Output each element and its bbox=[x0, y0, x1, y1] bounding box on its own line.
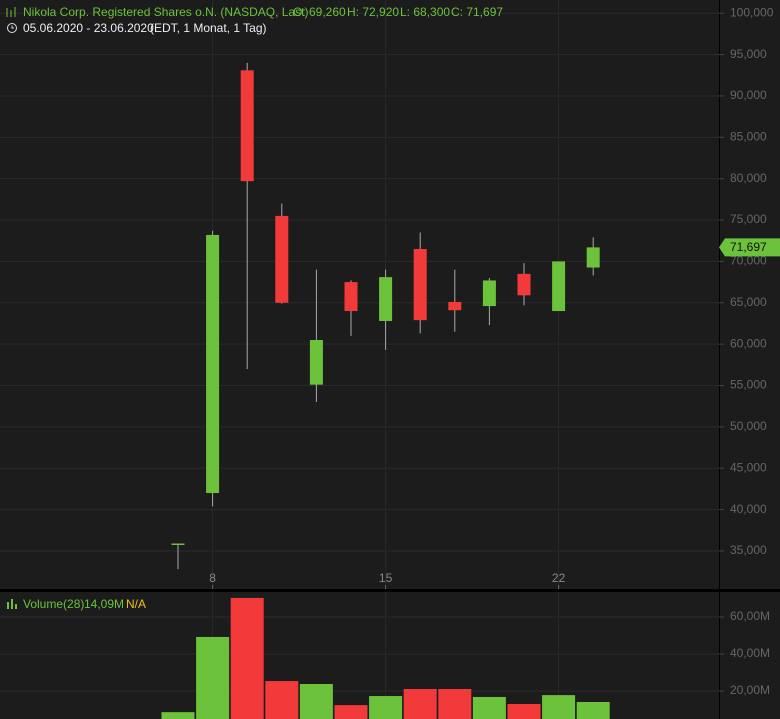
y-tick-label: 100,000 bbox=[730, 5, 774, 19]
volume-bar bbox=[334, 705, 368, 719]
candle-body bbox=[552, 261, 566, 312]
volume-note: N/A bbox=[126, 597, 146, 611]
y-tick-label: 85,000 bbox=[730, 129, 767, 143]
x-tick-label: 15 bbox=[379, 571, 393, 585]
volume-bar bbox=[576, 701, 610, 719]
volume-bar bbox=[472, 696, 506, 719]
candle-body bbox=[517, 273, 531, 296]
y-tick-label: 40,000 bbox=[730, 502, 767, 516]
volume-title: Volume(28) bbox=[23, 597, 84, 611]
x-tick-label: 8 bbox=[209, 571, 216, 585]
candle-body bbox=[448, 301, 462, 311]
clock-icon bbox=[7, 23, 17, 33]
panel-separator bbox=[0, 589, 780, 592]
volume-last: 14,09M bbox=[84, 597, 124, 611]
candle-body bbox=[206, 234, 220, 494]
chart-title: Nikola Corp. Registered Shares o.N. (NAS… bbox=[23, 5, 308, 19]
volume-bar bbox=[196, 636, 230, 719]
volume-bar bbox=[369, 696, 403, 719]
y-tick-label: 60,000 bbox=[730, 336, 767, 350]
y-tick-label: 60,00M bbox=[730, 609, 770, 623]
header: Nikola Corp. Registered Shares o.N. (NAS… bbox=[6, 5, 503, 611]
candle-body bbox=[482, 280, 496, 307]
volume-bar bbox=[161, 712, 195, 719]
y-tick-label: 40,00M bbox=[730, 646, 770, 660]
candle-body bbox=[275, 215, 289, 303]
y-tick-label: 50,000 bbox=[730, 419, 767, 433]
candle-body bbox=[586, 247, 600, 268]
ohlc-low: L: 68,300 bbox=[400, 5, 450, 19]
y-tick-label: 55,000 bbox=[730, 378, 767, 392]
volume-icon bbox=[7, 599, 17, 609]
candle-body bbox=[240, 70, 254, 182]
candle-body bbox=[379, 277, 393, 321]
date-note: (EDT, 1 Monat, 1 Tag) bbox=[150, 21, 267, 35]
clock-hands bbox=[11, 25, 14, 29]
y-tick-label: 75,000 bbox=[730, 212, 767, 226]
y-tick-label: 35,000 bbox=[730, 543, 767, 557]
y-tick-label: 65,000 bbox=[730, 295, 767, 309]
ohlc-open: O: 69,260 bbox=[293, 5, 346, 19]
volume-bar bbox=[438, 689, 472, 719]
ohlc-high: H: 72,920 bbox=[347, 5, 399, 19]
y-tick-label: 45,000 bbox=[730, 460, 767, 474]
last-price-tag bbox=[719, 238, 780, 257]
ohlc-close: C: 71,697 bbox=[451, 5, 503, 19]
date-range: 05.06.2020 - 23.06.2020 bbox=[23, 21, 154, 35]
volume-bar bbox=[299, 684, 333, 719]
y-tick-label: 80,000 bbox=[730, 171, 767, 185]
candle-body bbox=[171, 543, 185, 546]
candle-body bbox=[413, 249, 427, 321]
chart-icon bbox=[6, 7, 16, 17]
x-tick-label: 22 bbox=[552, 571, 566, 585]
candle-body bbox=[309, 339, 323, 385]
volume-bar bbox=[542, 695, 576, 719]
y-tick-label: 20,00M bbox=[730, 683, 770, 697]
last-price-label: 71,697 bbox=[730, 240, 767, 254]
y-tick-label: 90,000 bbox=[730, 88, 767, 102]
volume-bar bbox=[265, 681, 299, 719]
volume-bar bbox=[403, 689, 437, 719]
candle-body bbox=[344, 282, 358, 312]
y-tick-label: 95,000 bbox=[730, 47, 767, 61]
volume-bar bbox=[507, 704, 541, 719]
y-tick-label: 70,000 bbox=[730, 254, 767, 268]
volume-bar bbox=[230, 597, 264, 719]
